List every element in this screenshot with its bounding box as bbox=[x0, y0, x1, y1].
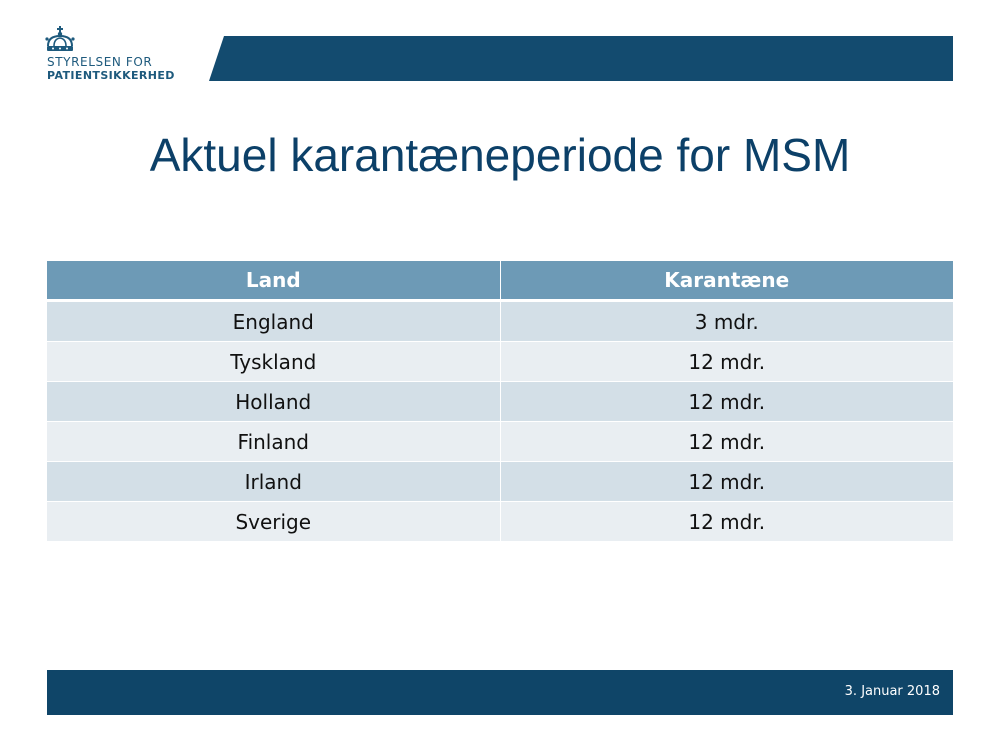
cell-country: Sverige bbox=[47, 501, 500, 542]
header-bar bbox=[209, 36, 953, 81]
cell-country: Finland bbox=[47, 421, 500, 462]
table-row: Irland 12 mdr. bbox=[47, 461, 953, 502]
cell-quarantine: 12 mdr. bbox=[499, 421, 953, 462]
cell-country: Tyskland bbox=[47, 341, 500, 382]
cell-country: England bbox=[47, 300, 500, 342]
logo-text-line1: STYRELSEN FOR bbox=[47, 55, 153, 69]
cell-quarantine: 3 mdr. bbox=[499, 300, 953, 342]
table-row: Holland 12 mdr. bbox=[47, 381, 953, 422]
table-row: Sverige 12 mdr. bbox=[47, 501, 953, 542]
cell-quarantine: 12 mdr. bbox=[499, 501, 953, 542]
footer-bar: 3. Januar 2018 bbox=[47, 670, 953, 715]
table-header-row: Land Karantæne bbox=[47, 261, 953, 302]
logo: STYRELSEN FOR PATIENTSIKKERHED bbox=[44, 26, 214, 86]
table-row: England 3 mdr. bbox=[47, 300, 953, 342]
table-row: Finland 12 mdr. bbox=[47, 421, 953, 462]
logo-text-line2: PATIENTSIKKERHED bbox=[47, 69, 175, 82]
footer-date: 3. Januar 2018 bbox=[844, 684, 940, 699]
cell-quarantine: 12 mdr. bbox=[499, 381, 953, 422]
column-header-karantaene: Karantæne bbox=[499, 261, 953, 302]
quarantine-table: Land Karantæne England 3 mdr. Tyskland 1… bbox=[47, 261, 953, 542]
column-header-land: Land bbox=[47, 261, 500, 302]
cell-quarantine: 12 mdr. bbox=[499, 461, 953, 502]
cell-country: Irland bbox=[47, 461, 500, 502]
table-row: Tyskland 12 mdr. bbox=[47, 341, 953, 382]
crown-icon bbox=[45, 26, 75, 51]
slide-title: Aktuel karantæneperiode for MSM bbox=[149, 129, 851, 181]
cell-country: Holland bbox=[47, 381, 500, 422]
cell-quarantine: 12 mdr. bbox=[499, 341, 953, 382]
